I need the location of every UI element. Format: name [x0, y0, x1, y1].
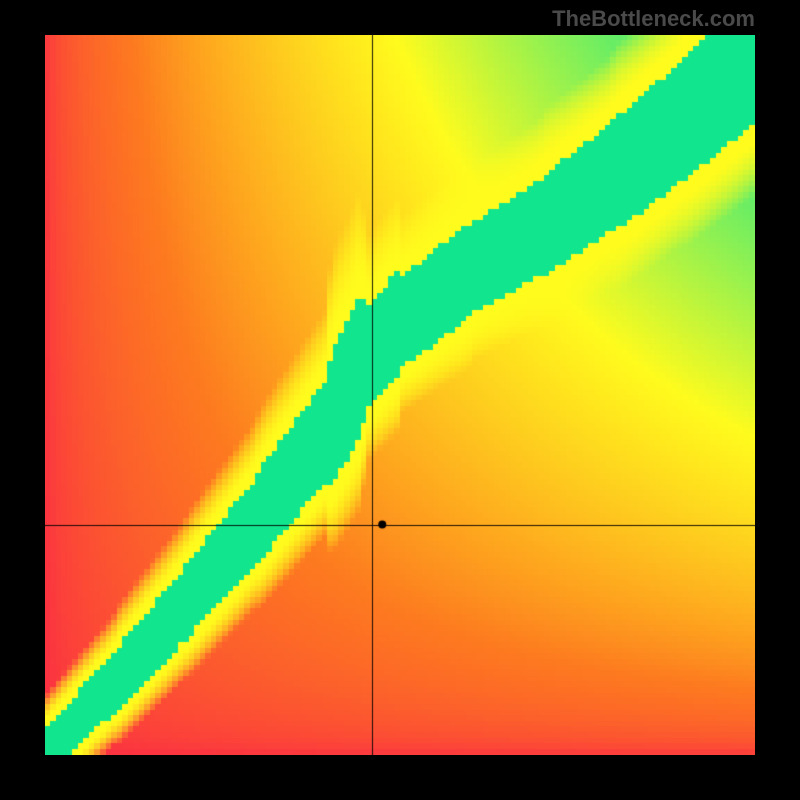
- chart-frame: TheBottleneck.com: [0, 0, 800, 800]
- heatmap-plot: [45, 35, 755, 755]
- heatmap-canvas: [45, 35, 755, 755]
- watermark-text: TheBottleneck.com: [552, 6, 755, 32]
